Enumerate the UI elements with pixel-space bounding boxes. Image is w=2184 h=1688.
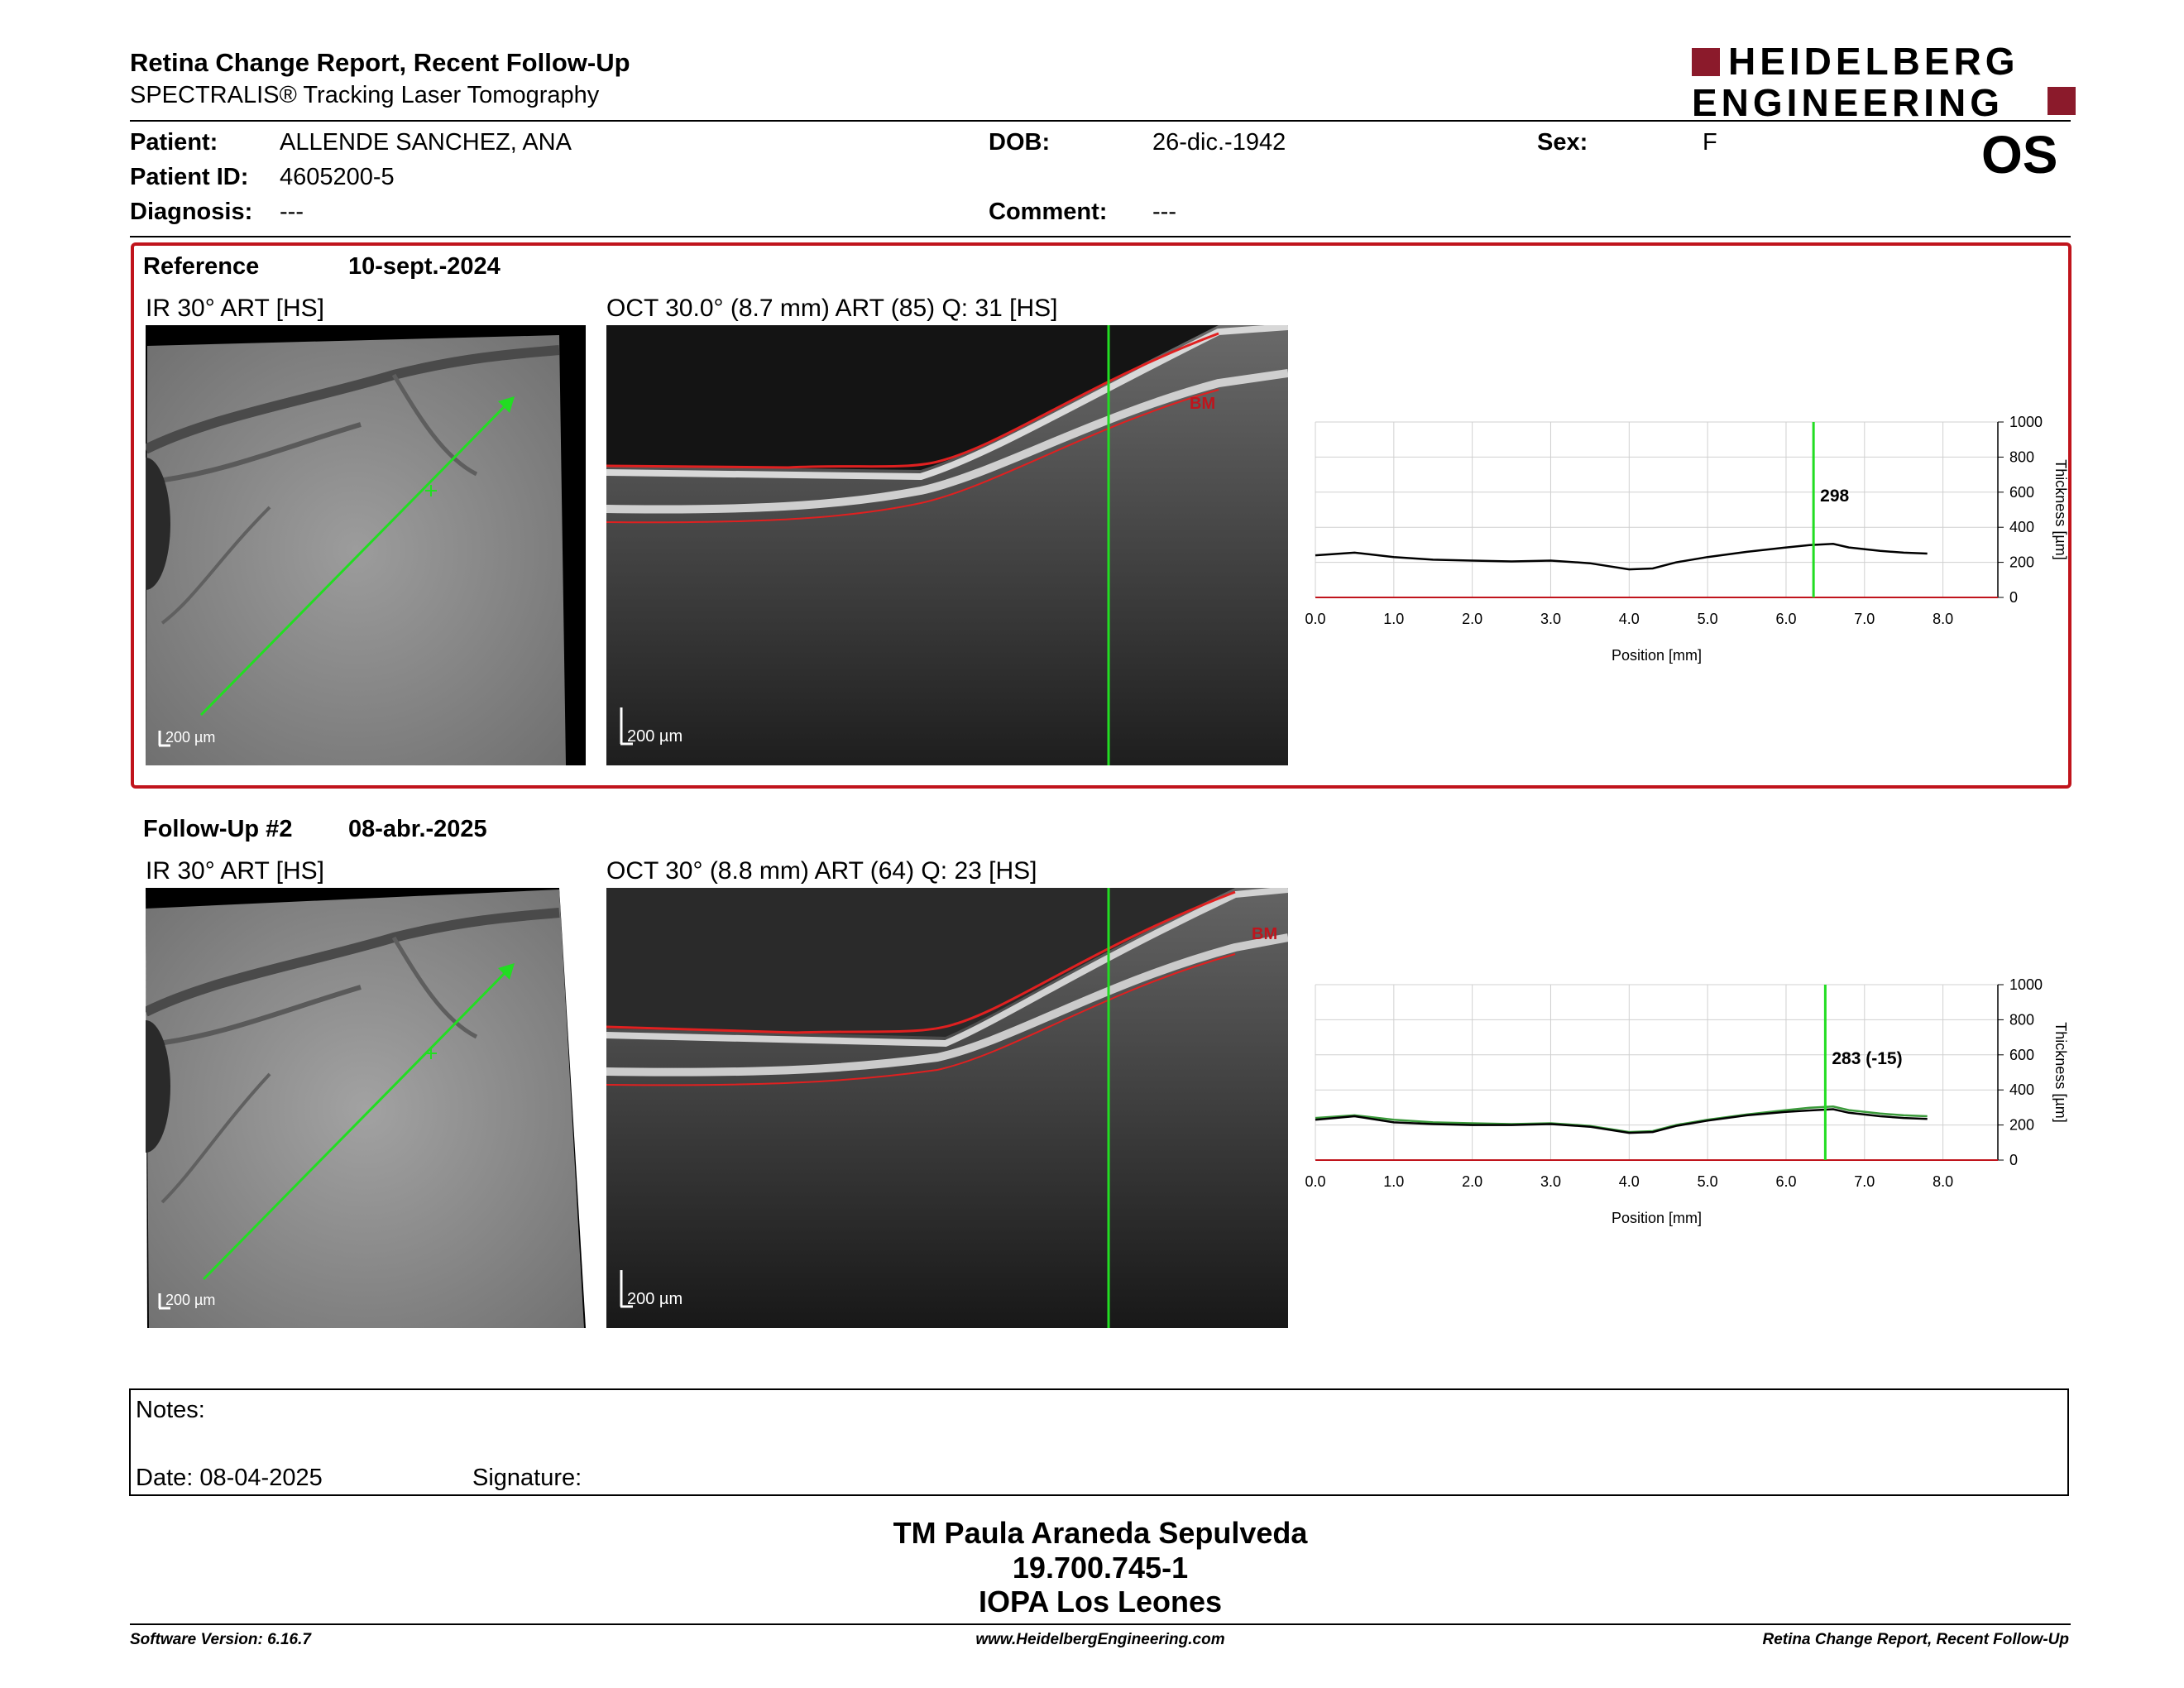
report-title: Retina Change Report, Recent Follow-Up	[130, 48, 630, 77]
signature-id: 19.700.745-1	[1012, 1551, 1189, 1585]
followup-bm-label: BM	[1252, 925, 1277, 943]
followup-chart-ytick: 1000	[2009, 976, 2043, 993]
reference-ir-caption: IR 30° ART [HS]	[146, 295, 324, 322]
diagnosis-label: Diagnosis:	[130, 199, 253, 225]
report-subtitle: SPECTRALIS® Tracking Laser Tomography	[130, 82, 600, 108]
reference-ir-scale: 200 µm	[165, 729, 216, 746]
followup-chart-xtick: 5.0	[1698, 1173, 1718, 1190]
reference-chart-xtick: 8.0	[1933, 611, 1953, 627]
reference-chart-ytick: 800	[2009, 448, 2034, 465]
followup-oct-image[interactable]: BM 200 µm	[606, 888, 1288, 1328]
reference-chart-xtick: 7.0	[1854, 611, 1875, 627]
patient-label: Patient:	[130, 129, 218, 156]
followup-ir-caption: IR 30° ART [HS]	[146, 857, 324, 885]
reference-oct-scale: 200 µm	[627, 727, 683, 746]
footer-software-version: Software Version: 6.16.7	[130, 1631, 311, 1648]
reference-chart-cursor-value: 298	[1820, 487, 1849, 506]
notes-date: Date: 08-04-2025	[136, 1465, 323, 1491]
reference-chart-ytick: 0	[2009, 589, 2018, 606]
reference-chart-xtick: 1.0	[1383, 611, 1404, 627]
signature-label: Signature:	[472, 1465, 582, 1491]
followup-chart-ytick: 800	[2009, 1011, 2034, 1028]
followup-chart-xlabel: Position [mm]	[1612, 1210, 1702, 1226]
eye-indicator: OS	[1981, 125, 2058, 185]
reference-chart-xtick: 6.0	[1775, 611, 1796, 627]
reference-chart-series-0	[1315, 543, 1928, 571]
reference-chart-ytick: 200	[2009, 554, 2034, 571]
reference-date: 10-sept.-2024	[348, 253, 500, 280]
dob-label: DOB:	[989, 129, 1051, 156]
sex-value: F	[1703, 129, 1717, 156]
followup-date: 08-abr.-2025	[348, 816, 487, 842]
footer-report-name: Retina Change Report, Recent Follow-Up	[1762, 1631, 2069, 1648]
followup-chart-xtick: 4.0	[1619, 1173, 1640, 1190]
followup-ir-scale: 200 µm	[165, 1292, 216, 1308]
followup-chart-xtick: 1.0	[1383, 1173, 1404, 1190]
reference-chart-xtick: 5.0	[1698, 611, 1718, 627]
followup-chart-series-1	[1315, 1108, 1928, 1134]
reference-chart-xtick: 0.0	[1305, 611, 1325, 627]
followup-chart-xtick: 7.0	[1854, 1173, 1875, 1190]
notes-label: Notes:	[136, 1397, 205, 1423]
followup-chart-xtick: 6.0	[1775, 1173, 1796, 1190]
followup-chart-ylabel: Thickness [µm]	[2052, 1022, 2069, 1122]
comment-label: Comment:	[989, 199, 1108, 225]
reference-chart-ylabel: Thickness [µm]	[2052, 459, 2069, 559]
reference-ir-image[interactable]: 200 µm	[146, 325, 586, 765]
patient-name: ALLENDE SANCHEZ, ANA	[280, 129, 572, 156]
reference-chart-xtick: 3.0	[1540, 611, 1561, 627]
reference-chart-xtick: 4.0	[1619, 611, 1640, 627]
followup-chart-ytick: 200	[2009, 1117, 2034, 1134]
reference-label: Reference	[143, 253, 260, 280]
followup-thickness-chart: 0.0 1.0 2.0 3.0 4.0 5.0 6.0 7.0 8.0 0 200 400 600 800…	[1305, 976, 2069, 1226]
reference-thickness-chart: 0.0 1.0 2.0 3.0 4.0 5.0 6.0 7.0 8.0 0 200 400 600 800…	[1305, 414, 2069, 664]
diagnosis-value: ---	[280, 199, 304, 225]
followup-oct-caption: OCT 30° (8.8 mm) ART (64) Q: 23 [HS]	[606, 857, 1037, 885]
followup-oct-scale: 200 µm	[627, 1290, 683, 1308]
followup-ir-image[interactable]: 200 µm	[146, 888, 586, 1328]
followup-chart-xtick: 0.0	[1305, 1173, 1325, 1190]
reference-bm-label: BM	[1190, 395, 1215, 413]
reference-oct-image[interactable]: BM 200 µm	[606, 325, 1288, 765]
followup-label: Follow-Up #2	[143, 816, 293, 842]
sex-label: Sex:	[1537, 129, 1588, 156]
followup-chart-cursor-value: 283 (-15)	[1832, 1049, 1902, 1068]
notes-box[interactable]: Notes: Date: 08-04-2025 Signature:	[129, 1388, 2069, 1496]
reference-chart-xlabel: Position [mm]	[1612, 647, 1702, 664]
reference-chart-ytick: 1000	[2009, 414, 2043, 430]
followup-chart-xtick: 3.0	[1540, 1173, 1561, 1190]
heidelberg-logo: HEIDELBERG ENGINEERING	[1692, 41, 2081, 123]
followup-chart-xtick: 8.0	[1933, 1173, 1953, 1190]
signature-name: TM Paula Araneda Sepulveda	[893, 1516, 1308, 1550]
followup-chart-ytick: 400	[2009, 1081, 2034, 1098]
followup-chart-xtick: 2.0	[1462, 1173, 1482, 1190]
comment-value: ---	[1152, 199, 1176, 225]
patient-id: 4605200-5	[280, 164, 395, 190]
reference-chart-ytick: 400	[2009, 519, 2034, 535]
reference-chart-xtick: 2.0	[1462, 611, 1482, 627]
followup-chart-ytick: 600	[2009, 1047, 2034, 1063]
reference-oct-caption: OCT 30.0° (8.7 mm) ART (85) Q: 31 [HS]	[606, 295, 1058, 322]
signature-place: IOPA Los Leones	[978, 1585, 1223, 1618]
patient-id-label: Patient ID:	[130, 164, 249, 190]
followup-chart-ytick: 0	[2009, 1152, 2018, 1168]
reference-chart-ytick: 600	[2009, 484, 2034, 501]
dob-value: 26-dic.-1942	[1152, 129, 1286, 156]
footer-website[interactable]: www.HeidelbergEngineering.com	[975, 1631, 1225, 1648]
reference-panel	[131, 242, 2071, 789]
